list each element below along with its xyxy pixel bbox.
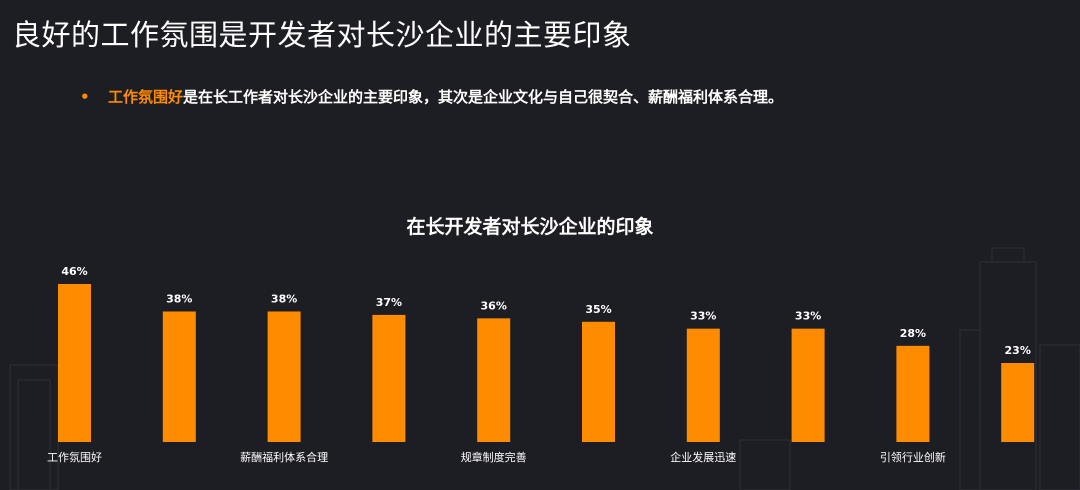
bar-value-label: 35%: [585, 303, 611, 316]
bar: [896, 345, 930, 442]
bar: [686, 328, 720, 442]
bullet-highlight: 工作氛围好: [108, 88, 184, 106]
bar: [477, 318, 511, 442]
bar: [372, 314, 406, 442]
category-label: 引领行业创新: [880, 450, 946, 464]
category-label: 企业发展迅速: [670, 450, 736, 464]
bullet-text: 是在长工作者对长沙企业的主要印象，其次是企业文化与自己很契合、薪酬福利体系合理。: [183, 88, 784, 106]
bar-value-label: 46%: [61, 265, 87, 278]
bar-value-label: 36%: [481, 299, 507, 312]
category-label: 薪酬福利体系合理: [240, 450, 328, 464]
slide-title: 良好的工作氛围是开发者对长沙企业的主要印象: [12, 18, 632, 52]
bar-value-label: 38%: [271, 292, 297, 305]
bar-value-label: 37%: [376, 296, 402, 309]
bar-value-label: 23%: [1005, 344, 1031, 357]
bar-value-label: 38%: [166, 292, 192, 305]
bar-value-label: 33%: [690, 310, 716, 323]
bar: [58, 284, 91, 442]
bullet-marker: •: [80, 88, 90, 106]
bar-value-label: 28%: [900, 327, 926, 340]
bar: [267, 311, 301, 442]
bar: [1001, 363, 1035, 442]
bar: [582, 321, 615, 442]
bar: [791, 328, 825, 442]
category-label: 规章制度完善: [461, 450, 527, 464]
bar: [162, 311, 196, 442]
category-label: 工作氛围好: [47, 450, 102, 464]
bar-value-label: 33%: [795, 310, 821, 323]
chart-title: 在长开发者对长沙企业的印象: [406, 216, 654, 238]
bullet-point: • 工作氛围好是在长工作者对长沙企业的主要印象，其次是企业文化与自己很契合、薪酬福…: [80, 86, 783, 107]
